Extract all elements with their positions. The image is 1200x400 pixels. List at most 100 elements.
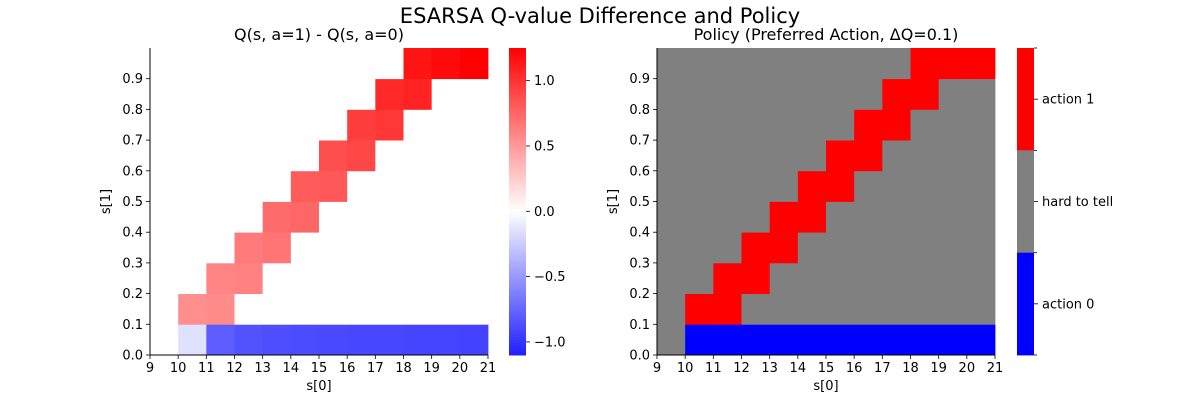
policy-heatmap-cell — [741, 201, 771, 233]
policy-heatmap-cell — [713, 262, 742, 294]
policy-heatmap-cell — [966, 293, 996, 325]
q-diff-heatmap-cell — [206, 293, 235, 325]
colorbar-gradient-strip — [509, 86, 526, 90]
policy-heatmap-cell — [713, 201, 742, 233]
colorbar-gradient-strip — [509, 186, 526, 190]
colorbar-gradient-strip — [509, 252, 526, 256]
policy-heatmap-cell — [769, 262, 799, 294]
q-diff-heatmap-cell — [206, 140, 235, 172]
colorbar-gradient-strip — [509, 288, 526, 292]
policy-heatmap-cell — [685, 201, 714, 233]
colorbar-gradient-strip — [509, 298, 526, 302]
colorbar-segment — [1017, 252, 1034, 356]
q-diff-heatmap-cell — [206, 232, 235, 264]
q-diff-heatmap-cell — [234, 140, 264, 172]
colorbar-gradient-strip — [509, 163, 526, 167]
colorbar-gradient-strip — [509, 224, 526, 228]
policy-x-tick-label: 18 — [902, 361, 919, 376]
colorbar-gradient-strip — [509, 152, 526, 156]
q-diff-heatmap-cell — [347, 293, 376, 325]
colorbar-gradient-strip — [509, 201, 526, 205]
q-diff-y-tick-label: 0.3 — [122, 256, 143, 271]
policy-heatmap-cell — [657, 170, 686, 202]
q-diff-heatmap-cell — [403, 48, 433, 80]
colorbar-gradient-strip — [509, 291, 526, 295]
colorbar-gradient-strip — [509, 53, 526, 57]
policy-heatmap-cell — [797, 78, 827, 110]
colorbar-gradient-strip — [509, 119, 526, 123]
q-diff-heatmap-cell — [262, 262, 292, 294]
q-diff-heatmap-cell — [206, 48, 235, 80]
policy-heatmap-cell — [657, 78, 686, 110]
policy-heatmap-cell — [910, 78, 940, 110]
policy-y-tick-label: 0.6 — [629, 164, 650, 179]
policy-heatmap-cell — [797, 140, 827, 172]
q-diff-heatmap-cell — [403, 170, 433, 202]
policy-heatmap-cell — [769, 201, 799, 233]
colorbar-gradient-strip — [509, 129, 526, 133]
policy-heatmap-cell — [769, 109, 799, 141]
q-diff-y-axis-label: s[1] — [99, 189, 114, 214]
policy-heatmap-cell — [938, 170, 968, 202]
q-diff-heatmap-cell — [178, 232, 207, 264]
policy-heatmap-cell — [826, 48, 855, 80]
policy-heatmap-cell — [769, 232, 799, 264]
q-diff-x-tick-label: 10 — [170, 361, 187, 376]
colorbar-gradient-strip — [509, 337, 526, 341]
q-diff-heatmap-cell — [234, 170, 264, 202]
colorbar-gradient-strip — [509, 301, 526, 305]
colorbar-gradient-strip — [509, 296, 526, 300]
policy-heatmap-cell — [685, 293, 714, 325]
q-diff-heatmap-cell — [262, 48, 292, 80]
q-diff-heatmap-cell — [234, 293, 264, 325]
policy-heatmap-cell — [797, 109, 827, 141]
q-diff-heatmap-cell — [431, 109, 461, 141]
policy-heatmap-cell — [854, 262, 883, 294]
q-diff-heatmap-cell — [403, 140, 433, 172]
q-diff-heatmap-cell — [431, 324, 461, 356]
colorbar-tick-label: 1.0 — [534, 74, 555, 89]
policy-heatmap-cell — [797, 262, 827, 294]
policy-heatmap-cell — [966, 170, 996, 202]
policy-x-tick-label: 11 — [705, 361, 722, 376]
colorbar-gradient-strip — [509, 155, 526, 159]
colorbar-tick-label: 0.5 — [534, 139, 555, 154]
policy-heatmap-cell — [713, 170, 742, 202]
colorbar-gradient-strip — [509, 160, 526, 164]
colorbar-gradient-strip — [509, 132, 526, 136]
colorbar-gradient-strip — [509, 237, 526, 241]
q-diff-heatmap-cell — [234, 201, 264, 233]
q-diff-heatmap-cell — [150, 293, 179, 325]
q-diff-heatmap-cell — [431, 293, 461, 325]
q-diff-axes-title: Q(s, a=1) - Q(s, a=0) — [234, 25, 404, 44]
q-diff-heatmap-cell — [403, 324, 433, 356]
colorbar-gradient-strip — [509, 111, 526, 116]
q-diff-heatmap-cell — [290, 201, 320, 233]
policy-heatmap-cell — [685, 232, 714, 264]
q-diff-heatmap-cell — [403, 109, 433, 141]
policy-heatmap-cell — [769, 140, 799, 172]
colorbar-gradient-strip — [509, 127, 526, 131]
q-diff-heatmap-cell — [150, 140, 179, 172]
colorbar-gradient-strip — [509, 150, 526, 154]
q-diff-heatmap-cell — [319, 140, 348, 172]
policy-heatmap-cell — [966, 48, 996, 80]
policy-heatmap-cell — [797, 170, 827, 202]
q-diff-heatmap-cell — [319, 170, 348, 202]
policy-y-tick-label: 0.7 — [629, 134, 650, 149]
colorbar-gradient-strip — [509, 81, 526, 85]
q-diff-heatmap-cell — [347, 109, 376, 141]
q-diff-y-tick-label: 0.6 — [122, 164, 143, 179]
q-diff-heatmap-cell — [431, 232, 461, 264]
policy-heatmap-cell — [826, 232, 855, 264]
q-diff-heatmap-cell — [459, 262, 489, 294]
colorbar-gradient-strip — [509, 216, 526, 220]
colorbar-gradient-strip — [509, 303, 526, 307]
policy-heatmap-cell — [854, 201, 883, 233]
q-diff-heatmap-cell — [403, 262, 433, 294]
policy-y-tick-label: 0.0 — [629, 349, 650, 364]
q-diff-x-tick-label: 15 — [311, 361, 328, 376]
q-diff-heatmap-cell — [290, 140, 320, 172]
q-diff-heatmap-cell — [206, 109, 235, 141]
q-diff-heatmap-cell — [375, 324, 404, 356]
